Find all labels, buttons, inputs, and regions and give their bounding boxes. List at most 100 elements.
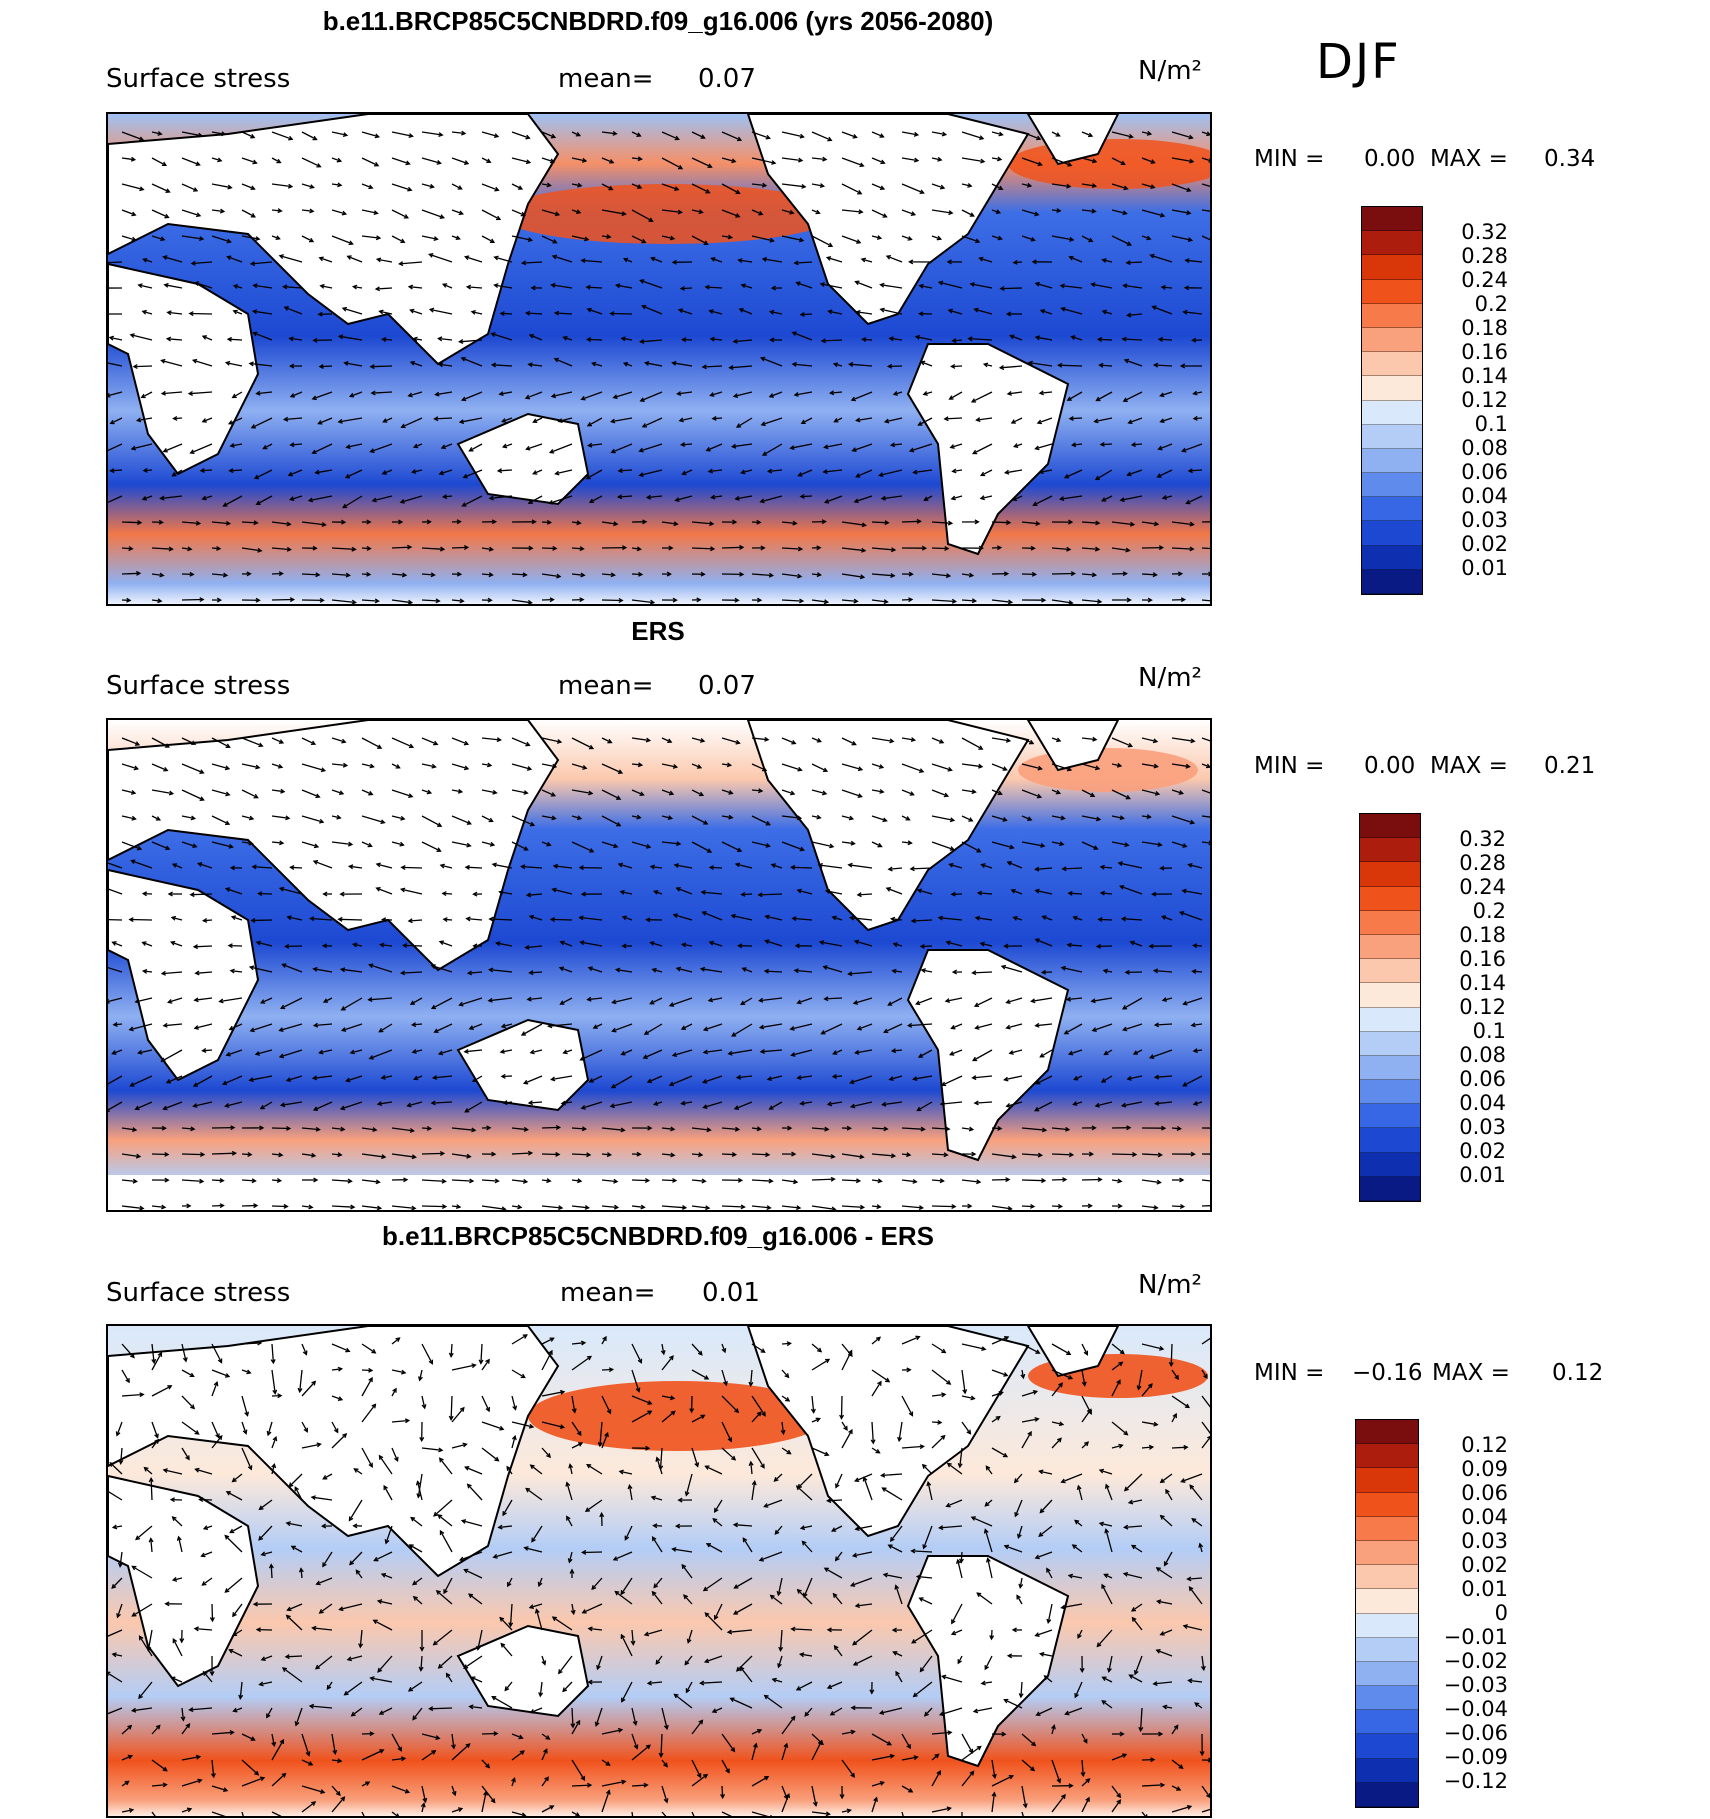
- wind-vector: [764, 1694, 783, 1709]
- wind-vector-head: [1072, 915, 1078, 921]
- wind-vector: [781, 1342, 791, 1345]
- wind-vector-head: [191, 358, 198, 364]
- wind-vector: [279, 1049, 303, 1058]
- wind-vector-head: [1203, 1373, 1208, 1380]
- wind-vector: [760, 495, 783, 503]
- wind-vector-head: [908, 259, 914, 265]
- wind-vector: [721, 1811, 733, 1816]
- wind-vector-head: [314, 1664, 321, 1670]
- wind-vector-head: [825, 256, 832, 261]
- wind-vector: [421, 1803, 425, 1813]
- wind-vector: [551, 1075, 573, 1081]
- wind-vector: [852, 443, 873, 452]
- wind-vector: [891, 918, 903, 921]
- wind-vector: [631, 599, 654, 604]
- wind-vector: [871, 1153, 895, 1157]
- wind-vector: [640, 391, 663, 402]
- wind-vector: [530, 1464, 543, 1475]
- wind-vector-head: [765, 134, 771, 140]
- wind-vector: [1081, 815, 1101, 821]
- wind-vector-head: [1056, 1437, 1062, 1443]
- wind-vector: [739, 308, 753, 315]
- wind-vector: [1201, 815, 1210, 818]
- colorbar-bin: [1356, 1540, 1418, 1566]
- wind-vector: [529, 971, 543, 974]
- wind-vector: [287, 916, 303, 921]
- wind-vector-head: [1206, 1793, 1210, 1799]
- wind-vector-head: [497, 1524, 503, 1530]
- wind-vector: [526, 443, 543, 450]
- wind-vector: [120, 1447, 123, 1464]
- wind-vector-head: [887, 1001, 893, 1006]
- wind-vector: [345, 469, 363, 479]
- wind-vector-head: [937, 915, 943, 921]
- wind-vector-head: [702, 1049, 709, 1055]
- wind-vector-head: [674, 135, 680, 141]
- wind-vector-head: [816, 814, 822, 820]
- wind-vector-head: [192, 1103, 198, 1108]
- wind-vector-head: [668, 545, 674, 551]
- wind-vector: [682, 338, 693, 341]
- wind-vector: [751, 815, 770, 826]
- wind-vector-head: [945, 1126, 951, 1132]
- wind-vector-head: [376, 1599, 383, 1604]
- wind-vector-head: [278, 1027, 284, 1033]
- wind-vector-head: [974, 519, 980, 525]
- wind-vector: [1201, 1808, 1210, 1813]
- wind-vector-head: [1016, 1533, 1022, 1539]
- wind-vector-head: [677, 1497, 683, 1503]
- wind-vector-head: [493, 133, 500, 139]
- wind-vector-head: [1152, 738, 1159, 744]
- wind-vector-head: [799, 598, 805, 604]
- wind-vector-head: [333, 1428, 339, 1434]
- wind-vector: [661, 1811, 667, 1816]
- wind-vector-head: [791, 1151, 797, 1157]
- wind-vector-head: [705, 1205, 711, 1210]
- wind-vector-head: [594, 1721, 600, 1728]
- colorbar-label: 0.12: [1461, 1433, 1508, 1457]
- wind-vector: [830, 391, 843, 394]
- wind-vector-head: [972, 1708, 979, 1714]
- wind-vector-head: [308, 237, 315, 243]
- wind-vector: [714, 1499, 723, 1513]
- wind-vector: [421, 815, 442, 827]
- wind-vector-head: [318, 1609, 324, 1614]
- wind-vector-head: [613, 521, 619, 527]
- wind-vector: [1111, 209, 1127, 215]
- wind-vector-head: [199, 769, 205, 774]
- wind-vector-head: [248, 361, 254, 367]
- wind-vector-head: [706, 1127, 712, 1133]
- wind-vector: [193, 359, 213, 367]
- wind-vector-head: [908, 597, 914, 603]
- wind-vector: [890, 1525, 903, 1542]
- wind-vector: [1111, 521, 1134, 526]
- wind-vector: [391, 599, 412, 604]
- wind-vector-head: [316, 163, 322, 168]
- wind-vector-head: [194, 1467, 200, 1473]
- wind-vector: [1100, 866, 1113, 869]
- wind-vector: [469, 1705, 483, 1709]
- wind-vector: [1155, 1023, 1173, 1026]
- wind-vector-head: [1194, 1702, 1200, 1707]
- wind-vector-head: [908, 447, 915, 453]
- wind-vector-head: [489, 238, 496, 243]
- wind-vector-head: [941, 131, 948, 137]
- wind-vector: [991, 131, 1003, 136]
- wind-vector-head: [644, 1177, 651, 1183]
- panel-3-title: b.e11.BRCP85C5CNBDRD.f09_g16.006 - ERS: [382, 1221, 934, 1251]
- wind-vector-head: [877, 1380, 882, 1386]
- wind-vector: [477, 1629, 483, 1650]
- wind-vector: [493, 1551, 513, 1558]
- wind-vector-head: [1039, 309, 1046, 314]
- wind-vector-head: [139, 186, 145, 192]
- wind-vector: [1091, 283, 1113, 289]
- wind-vector-head: [1018, 1583, 1024, 1589]
- wind-vector-head: [984, 1665, 989, 1671]
- wind-vector: [1141, 1205, 1158, 1209]
- wind-vector-head: [671, 360, 677, 366]
- wind-vector: [972, 1075, 993, 1079]
- wind-vector-head: [216, 545, 222, 551]
- wind-vector: [721, 815, 733, 819]
- wind-vector-head: [1076, 1484, 1082, 1491]
- wind-vector-head: [732, 338, 738, 344]
